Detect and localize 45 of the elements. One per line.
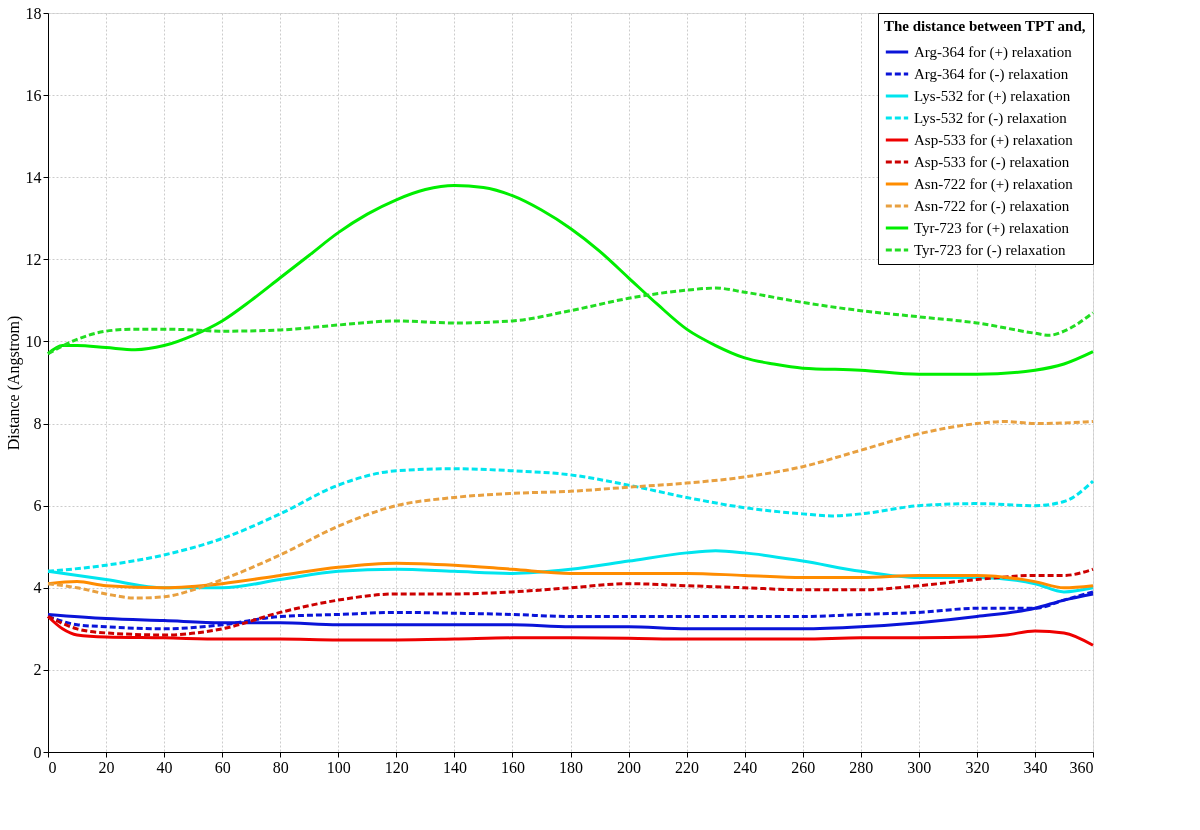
line-series xyxy=(46,420,1095,600)
x-tick-label: 60 xyxy=(214,758,231,776)
y-tick-label: 16 xyxy=(25,86,42,104)
y-tick-label: 2 xyxy=(33,661,42,679)
y-tick-label: 0 xyxy=(33,743,42,761)
legend-label: Lys-532 for (-) relaxation xyxy=(914,110,1068,127)
legend-title: The distance between TPT and, xyxy=(884,18,1086,34)
y-tick-label: 6 xyxy=(33,497,42,515)
x-tick-label: 120 xyxy=(384,758,409,776)
x-tick-label: 340 xyxy=(1023,758,1048,776)
x-tick-label: 160 xyxy=(500,758,525,776)
x-tick-label: 80 xyxy=(272,758,289,776)
y-axis-title: Distance (Angstrom) xyxy=(4,315,23,451)
x-tick-label: 320 xyxy=(965,758,990,776)
x-tick-label: 180 xyxy=(559,758,583,776)
y-tick-label: 18 xyxy=(25,4,42,22)
y-tick-label: 8 xyxy=(33,415,42,433)
y-tick-label: 14 xyxy=(25,168,42,186)
x-tick-label: 140 xyxy=(442,758,467,776)
y-tick-label: 12 xyxy=(25,250,42,268)
x-tick-label: 220 xyxy=(675,758,700,776)
line-series xyxy=(46,567,1095,637)
x-tick-label: 100 xyxy=(326,758,351,776)
legend-label: Asn-722 for (-) relaxation xyxy=(914,198,1070,215)
x-tick-label: 300 xyxy=(907,758,932,776)
line-series xyxy=(46,286,1095,356)
y-tick-label: 10 xyxy=(25,332,42,350)
x-tick-label: 280 xyxy=(849,758,874,776)
legend-label: Asn-722 for (+) relaxation xyxy=(914,176,1074,193)
x-tick-label: 200 xyxy=(617,758,642,776)
legend-label: Arg-364 for (+) relaxation xyxy=(914,44,1073,61)
legend-label: Asp-533 for (+) relaxation xyxy=(914,132,1074,149)
line-series xyxy=(46,615,1095,647)
x-tick-label: 360 xyxy=(1069,758,1094,776)
y-tick-label: 4 xyxy=(33,579,42,597)
legend-label: Arg-364 for (-) relaxation xyxy=(914,66,1069,83)
x-tick-label: 240 xyxy=(733,758,758,776)
legend-label: Tyr-723 for (-) relaxation xyxy=(914,242,1066,259)
legend-label: Lys-532 for (+) relaxation xyxy=(914,88,1071,105)
legend-label: Asp-533 for (-) relaxation xyxy=(914,154,1070,171)
x-tick-label: 40 xyxy=(156,758,173,776)
x-tick-label: 260 xyxy=(791,758,816,776)
x-tick-label: 20 xyxy=(98,758,115,776)
legend-label: Tyr-723 for (+) relaxation xyxy=(914,220,1070,237)
x-tick-label: 0 xyxy=(48,758,57,776)
